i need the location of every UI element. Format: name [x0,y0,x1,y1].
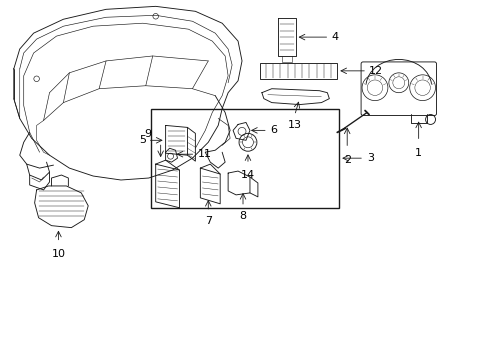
Text: 3: 3 [366,153,373,163]
Text: 9: 9 [144,129,151,139]
Text: 4: 4 [331,32,338,42]
Text: 7: 7 [204,216,211,226]
Bar [150,109,339,208]
FancyBboxPatch shape [360,62,436,116]
Text: 8: 8 [239,211,246,221]
Text: 13: 13 [287,121,301,130]
Text: 6: 6 [269,125,276,135]
Text: 10: 10 [51,249,65,260]
Bar [259,63,337,79]
Text: 1: 1 [414,148,421,158]
Text: 11: 11 [197,149,211,159]
Text: 2: 2 [343,155,350,165]
Text: 12: 12 [368,66,383,76]
Text: 14: 14 [241,170,255,180]
Text: 5: 5 [139,135,145,145]
